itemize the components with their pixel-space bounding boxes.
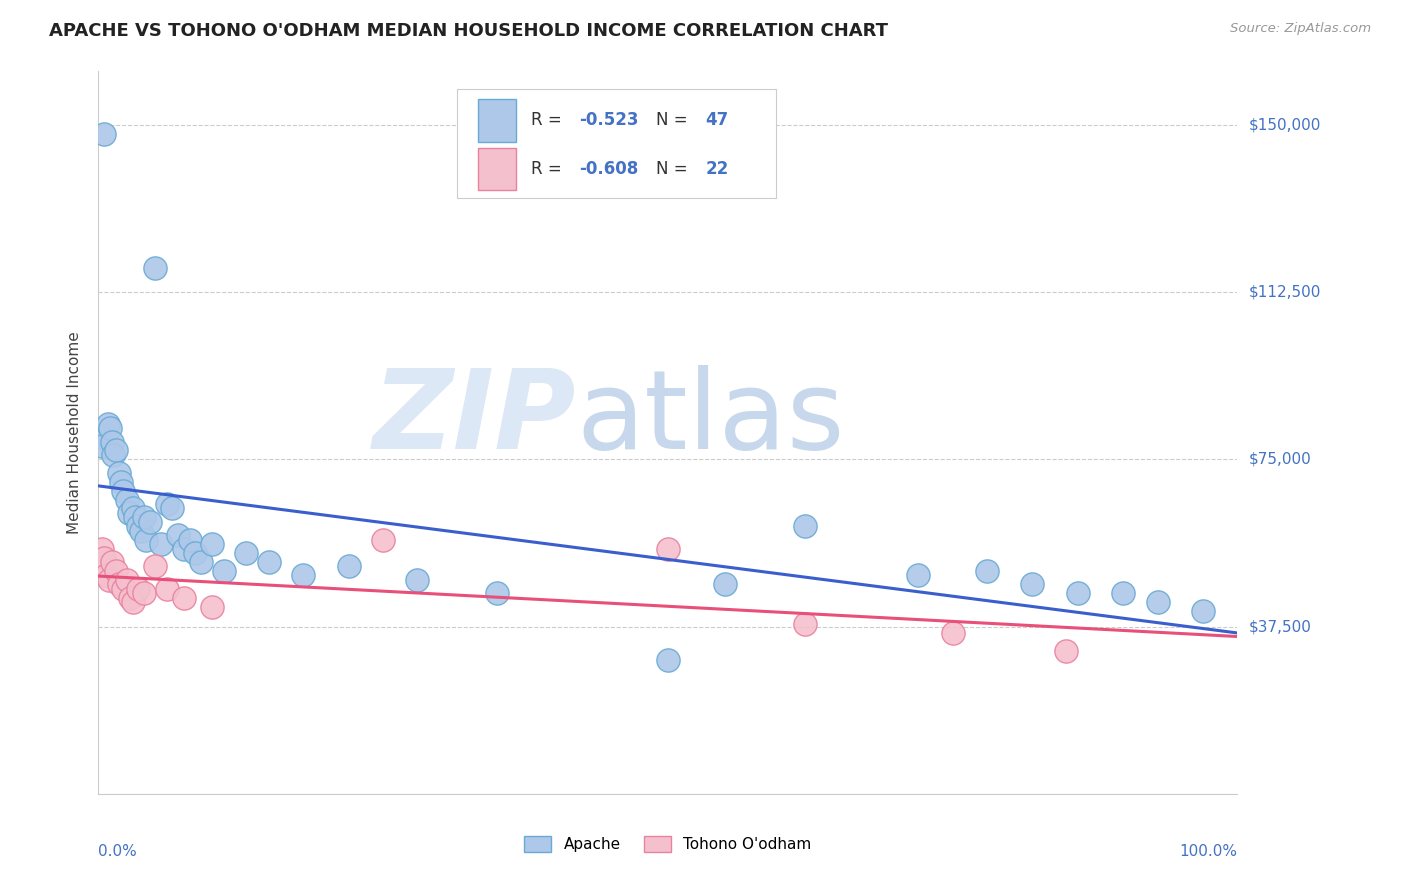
Point — [1192, 604, 1215, 618]
Point — [292, 568, 315, 582]
Point — [184, 546, 207, 560]
Point — [156, 497, 179, 511]
Point — [212, 564, 235, 578]
Point — [103, 448, 125, 462]
Point — [657, 653, 679, 667]
Point — [129, 524, 152, 538]
Point — [120, 591, 142, 605]
Point — [1067, 586, 1090, 600]
Point — [162, 501, 184, 516]
Point — [90, 541, 112, 556]
Point — [98, 421, 121, 435]
Point — [112, 483, 135, 498]
Point — [121, 501, 143, 516]
Text: -0.608: -0.608 — [579, 160, 638, 178]
Point — [132, 510, 155, 524]
Text: 47: 47 — [706, 112, 728, 129]
Point — [1054, 644, 1078, 658]
Point — [104, 443, 127, 458]
Point — [132, 586, 155, 600]
Text: $150,000: $150,000 — [1249, 118, 1320, 132]
Point — [121, 595, 143, 609]
FancyBboxPatch shape — [478, 99, 516, 142]
Point — [976, 564, 998, 578]
Text: 0.0%: 0.0% — [98, 845, 138, 860]
Point — [406, 573, 429, 587]
Point — [259, 555, 281, 569]
Text: $37,500: $37,500 — [1249, 619, 1312, 634]
Text: N =: N = — [657, 160, 693, 178]
Point — [101, 555, 124, 569]
Point — [115, 492, 138, 507]
Point — [156, 582, 179, 596]
Text: ZIP: ZIP — [373, 365, 576, 472]
Point — [127, 519, 149, 533]
Point — [1112, 586, 1135, 600]
Point — [150, 537, 173, 551]
Point — [201, 537, 224, 551]
Point — [97, 573, 120, 587]
Point — [108, 577, 131, 591]
Point — [337, 559, 360, 574]
Point — [173, 541, 195, 556]
Point — [115, 573, 138, 587]
Text: Source: ZipAtlas.com: Source: ZipAtlas.com — [1230, 22, 1371, 36]
Text: 22: 22 — [706, 160, 728, 178]
Point — [371, 533, 394, 547]
Point — [110, 475, 132, 489]
Point — [90, 430, 112, 444]
Point — [235, 546, 257, 560]
Point — [90, 439, 112, 453]
Text: R =: R = — [531, 112, 567, 129]
Point — [96, 417, 118, 431]
Text: atlas: atlas — [576, 365, 845, 472]
FancyBboxPatch shape — [457, 89, 776, 198]
Point — [145, 559, 167, 574]
Point — [657, 541, 679, 556]
Point — [173, 591, 195, 605]
Point — [96, 568, 118, 582]
Legend: Apache, Tohono O'odham: Apache, Tohono O'odham — [517, 830, 818, 858]
FancyBboxPatch shape — [478, 147, 516, 190]
Point — [145, 260, 167, 275]
Text: 100.0%: 100.0% — [1180, 845, 1237, 860]
Point — [201, 599, 224, 614]
Point — [793, 519, 815, 533]
Text: APACHE VS TOHONO O'ODHAM MEDIAN HOUSEHOLD INCOME CORRELATION CHART: APACHE VS TOHONO O'ODHAM MEDIAN HOUSEHOL… — [49, 22, 889, 40]
Point — [1146, 595, 1168, 609]
Text: $75,000: $75,000 — [1249, 452, 1312, 467]
Text: $112,500: $112,500 — [1249, 285, 1320, 300]
Point — [112, 582, 135, 596]
Point — [93, 550, 115, 565]
Point — [127, 582, 149, 596]
Point — [907, 568, 929, 582]
Text: R =: R = — [531, 160, 567, 178]
Text: -0.523: -0.523 — [579, 112, 638, 129]
Point — [167, 528, 190, 542]
Point — [1021, 577, 1043, 591]
Point — [108, 466, 131, 480]
Point — [101, 434, 124, 449]
Point — [714, 577, 737, 591]
Point — [104, 564, 127, 578]
Point — [118, 506, 141, 520]
Point — [138, 515, 160, 529]
Point — [135, 533, 157, 547]
Point — [179, 533, 201, 547]
Point — [942, 626, 965, 640]
Text: N =: N = — [657, 112, 693, 129]
Point — [93, 127, 115, 141]
Point — [190, 555, 212, 569]
Y-axis label: Median Household Income: Median Household Income — [67, 331, 83, 534]
Point — [793, 617, 815, 632]
Point — [486, 586, 509, 600]
Point — [124, 510, 146, 524]
